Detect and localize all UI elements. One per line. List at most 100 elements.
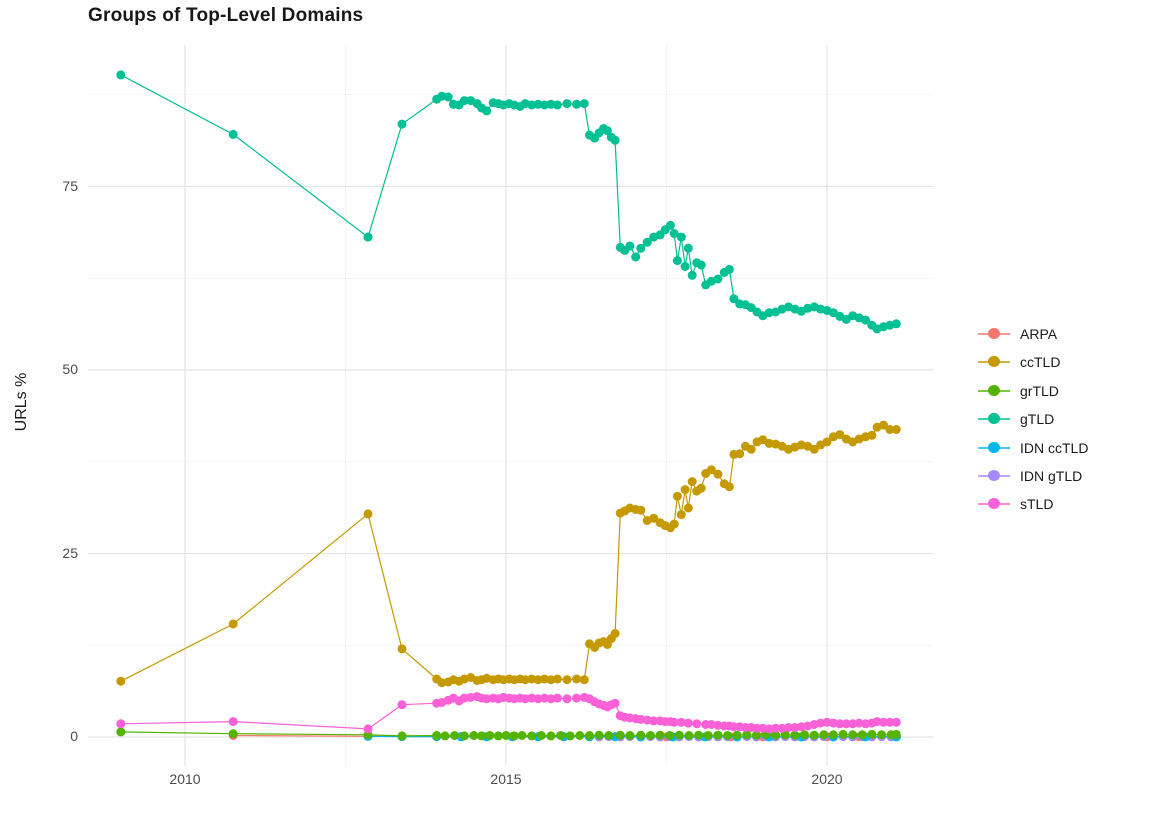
data-point-cctld <box>546 675 556 685</box>
data-point-stld <box>482 694 492 704</box>
data-point-gtld <box>636 243 646 253</box>
data-point-cctld <box>649 513 659 523</box>
data-point-gtld <box>228 129 238 139</box>
data-point-gtld <box>546 99 556 109</box>
data-point-grtld <box>450 731 460 740</box>
data-point-grtld <box>857 730 867 740</box>
data-point-gtld <box>683 243 693 253</box>
data-point-grtld <box>397 731 407 741</box>
data-point-cctld <box>672 491 682 501</box>
data-point-gtld <box>861 315 870 325</box>
data-point-stld <box>363 724 373 734</box>
data-point-grtld <box>674 730 684 740</box>
data-point-grtld <box>848 730 858 740</box>
data-point-grtld <box>604 731 614 740</box>
data-point-gtld <box>713 274 723 284</box>
data-point-grtld <box>517 731 527 740</box>
data-point-gtld <box>482 106 492 116</box>
y-tick-label-50: 50 <box>62 361 78 377</box>
data-point-gtld <box>729 294 739 304</box>
data-point-grtld <box>469 731 479 740</box>
data-point-cctld <box>610 629 620 638</box>
data-point-stld <box>879 717 888 727</box>
data-point-gtld <box>610 135 620 145</box>
data-point-grtld <box>838 729 848 739</box>
data-point-grtld <box>509 731 519 741</box>
data-point-cctld <box>552 674 562 684</box>
data-point-gtld <box>625 241 635 251</box>
data-point-stld <box>610 698 620 708</box>
legend-key-icon <box>978 492 1010 516</box>
y-axis-title: URLs % <box>13 372 30 432</box>
legend: ARPA ccTLD grTLD gTLD IDN ccTLD IDN gTLD… <box>978 322 1088 516</box>
data-point-grtld <box>546 731 556 741</box>
data-point-grtld <box>646 731 655 740</box>
data-point-grtld <box>665 731 675 740</box>
x-tick-label-2020: 2020 <box>811 771 843 787</box>
data-point-grtld <box>703 731 713 740</box>
data-point-cctld <box>676 510 686 520</box>
data-point-grtld <box>723 731 732 740</box>
data-point-grtld <box>800 730 809 740</box>
data-point-gtld <box>642 237 652 247</box>
data-point-grtld <box>742 730 752 740</box>
data-point-grtld <box>877 730 887 740</box>
data-point-grtld <box>440 731 450 741</box>
legend-item-gtld: gTLD <box>978 407 1088 431</box>
legend-key-icon <box>978 407 1010 431</box>
data-point-grtld <box>809 730 819 740</box>
data-point-cctld <box>713 469 723 479</box>
data-point-grtld <box>493 731 503 741</box>
data-point-gtld <box>572 99 582 109</box>
data-point-cctld <box>572 674 582 684</box>
data-point-gtld <box>397 119 407 129</box>
data-point-grtld <box>694 730 704 740</box>
data-point-gtld <box>665 220 675 230</box>
data-point-stld <box>683 718 693 728</box>
data-point-grtld <box>819 730 829 740</box>
data-point-gtld <box>562 99 572 109</box>
data-point-grtld <box>501 731 511 740</box>
data-point-grtld <box>228 729 238 739</box>
data-point-cctld <box>363 509 373 519</box>
data-point-gtld <box>579 99 589 109</box>
data-point-grtld <box>790 730 800 740</box>
data-point-gtld <box>680 262 690 271</box>
legend-label: ccTLD <box>1020 354 1061 371</box>
data-point-cctld <box>879 420 888 430</box>
legend-key-icon <box>978 464 1010 488</box>
data-point-cctld <box>636 505 646 515</box>
data-point-gtld <box>443 92 453 102</box>
data-point-grtld <box>771 730 781 740</box>
series-line-gtld <box>120 74 897 330</box>
data-point-grtld <box>625 731 635 740</box>
data-point-gtld <box>696 260 706 270</box>
data-point-cctld <box>562 675 572 685</box>
data-point-stld <box>891 717 901 727</box>
data-point-cctld <box>669 519 679 529</box>
legend-label: IDN ccTLD <box>1020 439 1089 456</box>
y-tick-label-25: 25 <box>62 545 78 561</box>
x-tick-label-2015: 2015 <box>490 771 522 787</box>
data-point-stld <box>649 716 659 726</box>
data-point-stld <box>669 717 679 727</box>
data-point-cctld <box>891 425 901 434</box>
data-point-cctld <box>746 444 756 454</box>
legend-label: gTLD <box>1020 411 1055 428</box>
data-point-cctld <box>724 482 734 492</box>
data-point-cctld <box>822 437 832 447</box>
data-point-stld <box>692 719 702 729</box>
data-point-cctld <box>228 619 238 629</box>
data-point-cctld <box>579 675 589 685</box>
data-point-stld <box>885 717 895 727</box>
legend-item-idn-cctld: IDN ccTLD <box>978 436 1088 460</box>
legend-item-arpa: ARPA <box>978 322 1088 346</box>
data-point-cctld <box>706 465 716 475</box>
legend-label: ARPA <box>1020 326 1058 342</box>
data-point-stld <box>562 694 572 704</box>
data-point-gtld <box>459 96 469 106</box>
data-point-grtld <box>459 731 469 741</box>
legend-key-icon <box>978 350 1010 374</box>
data-point-cctld <box>735 449 745 459</box>
